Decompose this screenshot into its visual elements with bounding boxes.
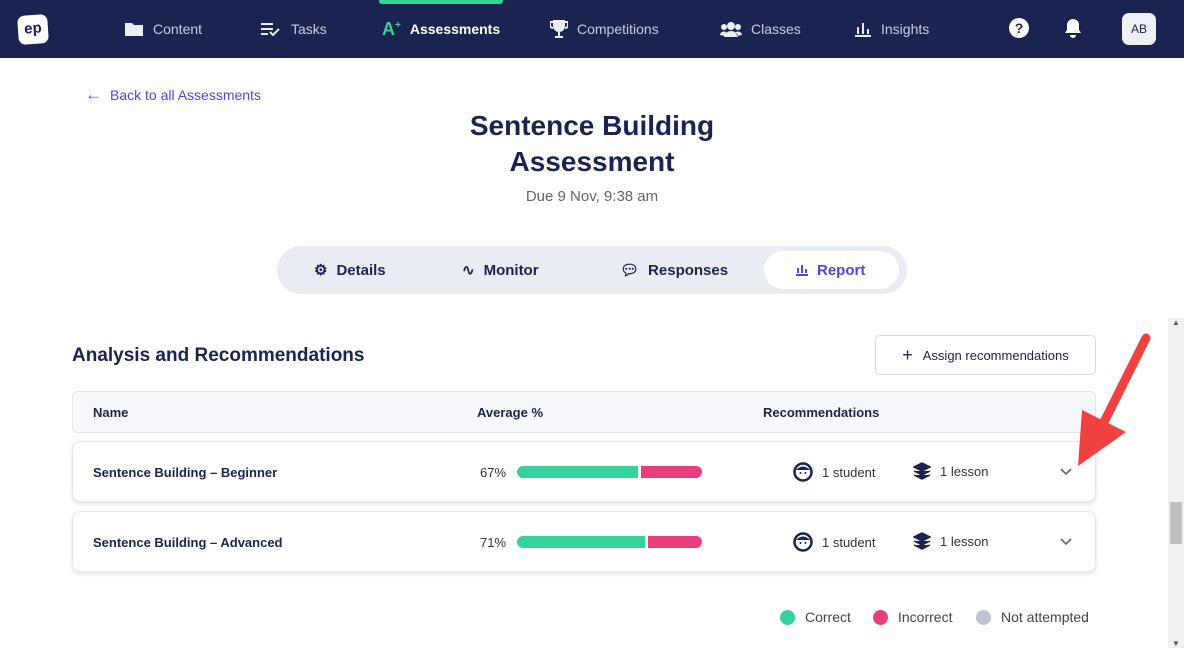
tab-monitor[interactable]: ∿ Monitor xyxy=(430,251,571,289)
score-bar xyxy=(517,466,702,478)
table-header: Name Average % Recommendations xyxy=(72,391,1096,433)
legend-label: Correct xyxy=(805,609,851,625)
back-link[interactable]: ← Back to all Assessments xyxy=(85,85,261,105)
help-icon[interactable]: ? xyxy=(1008,17,1030,39)
tab-label: Details xyxy=(336,261,386,279)
avatar[interactable]: AB xyxy=(1122,13,1156,45)
arrow-left-icon: ← xyxy=(85,85,102,104)
gear-icon: ⚙ xyxy=(314,262,328,279)
students-count: 1 student xyxy=(822,464,876,480)
table-row[interactable]: Sentence Building – Advanced 71% 1 stude… xyxy=(72,511,1096,572)
incorrect-segment xyxy=(640,466,702,478)
plus-icon: + xyxy=(902,344,913,365)
section-title: Analysis and Recommendations xyxy=(72,345,365,366)
button-label: Assign recommendations xyxy=(922,347,1069,363)
legend-label: Incorrect xyxy=(898,609,953,625)
student-face-icon xyxy=(793,462,813,482)
bell-icon[interactable] xyxy=(1064,17,1082,39)
legend-dot xyxy=(873,609,888,625)
nav-label: Assessments xyxy=(409,21,501,37)
logo[interactable]: ep xyxy=(17,13,49,46)
bar-chart-icon xyxy=(796,265,808,276)
incorrect-segment xyxy=(648,536,702,548)
student-face-icon xyxy=(793,532,813,552)
tasks-icon xyxy=(261,23,280,37)
nav-label: Classes xyxy=(751,21,801,37)
page-title: Sentence Building Assessment xyxy=(469,110,715,177)
nav-label: Competitions xyxy=(577,21,659,37)
users-icon xyxy=(720,22,742,37)
nav-label: Content xyxy=(153,21,203,37)
red-arrow-annotation xyxy=(1078,333,1151,466)
tab-label: Responses xyxy=(648,261,729,279)
row-average: 67% xyxy=(480,465,507,480)
row-average: 71% xyxy=(480,535,507,550)
svg-text:?: ? xyxy=(1015,20,1024,36)
header-recommendations: Recommendations xyxy=(763,405,880,420)
assign-recommendations-button[interactable]: + Assign recommendations xyxy=(875,335,1096,375)
students-count: 1 student xyxy=(822,534,876,550)
trophy-icon xyxy=(550,20,568,38)
back-link-label: Back to all Assessments xyxy=(110,87,261,103)
scrollbar[interactable]: ▲ ▼ xyxy=(1168,318,1184,648)
legend-incorrect: Incorrect xyxy=(873,609,952,625)
header-average: Average % xyxy=(477,405,543,420)
nav-competitions[interactable]: Competitions xyxy=(550,0,659,58)
tab-responses[interactable]: 💬︎ Responses xyxy=(588,251,760,289)
lessons-recommendation[interactable]: 1 lesson xyxy=(913,462,988,480)
row-name: Sentence Building – Beginner xyxy=(93,465,278,480)
nav-insights[interactable]: Insights xyxy=(854,0,929,58)
pulse-icon: ∿ xyxy=(462,262,475,279)
layers-icon xyxy=(913,462,931,480)
scroll-down-icon[interactable]: ▼ xyxy=(1172,639,1180,648)
lessons-count: 1 lesson xyxy=(940,533,989,549)
chevron-down-icon[interactable] xyxy=(1059,464,1073,478)
chat-icon: 💬︎ xyxy=(620,262,640,279)
layers-icon xyxy=(913,532,931,550)
students-recommendation[interactable]: 1 student xyxy=(793,462,876,482)
nav-classes[interactable]: Classes xyxy=(720,0,801,58)
legend-dot xyxy=(976,609,991,625)
tab-report[interactable]: Report xyxy=(764,251,899,289)
nav-assessments[interactable]: A+ Assessments xyxy=(379,0,504,58)
nav-content[interactable]: Content xyxy=(124,0,202,58)
scroll-up-icon[interactable]: ▲ xyxy=(1172,318,1180,327)
correct-segment xyxy=(517,466,638,478)
tab-details[interactable]: ⚙ Details xyxy=(282,251,418,289)
row-name: Sentence Building – Advanced xyxy=(93,535,283,550)
bar-chart-icon xyxy=(855,23,871,37)
legend-correct: Correct xyxy=(780,609,851,625)
due-date: Due 9 Nov, 9:38 am xyxy=(525,188,659,205)
nav-label: Insights xyxy=(881,21,930,37)
tab-label: Monitor xyxy=(483,261,539,279)
a-plus-icon: A+ xyxy=(382,18,401,39)
tab-bar: ⚙ Details ∿ Monitor 💬︎ Responses Report xyxy=(277,246,907,294)
legend-label: Not attempted xyxy=(1001,609,1089,625)
chevron-down-icon[interactable] xyxy=(1059,534,1073,548)
top-nav: ep Content Tasks A+ Assessments Competiti… xyxy=(0,0,1184,58)
scrollbar-thumb[interactable] xyxy=(1170,502,1182,544)
students-recommendation[interactable]: 1 student xyxy=(793,532,876,552)
legend-not-attempted: Not attempted xyxy=(976,609,1089,625)
score-bar xyxy=(517,536,702,548)
tab-label: Report xyxy=(817,261,866,279)
lessons-count: 1 lesson xyxy=(940,463,989,479)
legend-dot xyxy=(780,609,795,625)
header-name: Name xyxy=(93,405,129,420)
correct-segment xyxy=(517,536,646,548)
folder-icon xyxy=(125,23,143,36)
nav-tasks[interactable]: Tasks xyxy=(260,0,327,58)
nav-label: Tasks xyxy=(291,21,327,37)
lessons-recommendation[interactable]: 1 lesson xyxy=(913,532,988,550)
table-row[interactable]: Sentence Building – Beginner 67% 1 stude… xyxy=(72,441,1096,502)
